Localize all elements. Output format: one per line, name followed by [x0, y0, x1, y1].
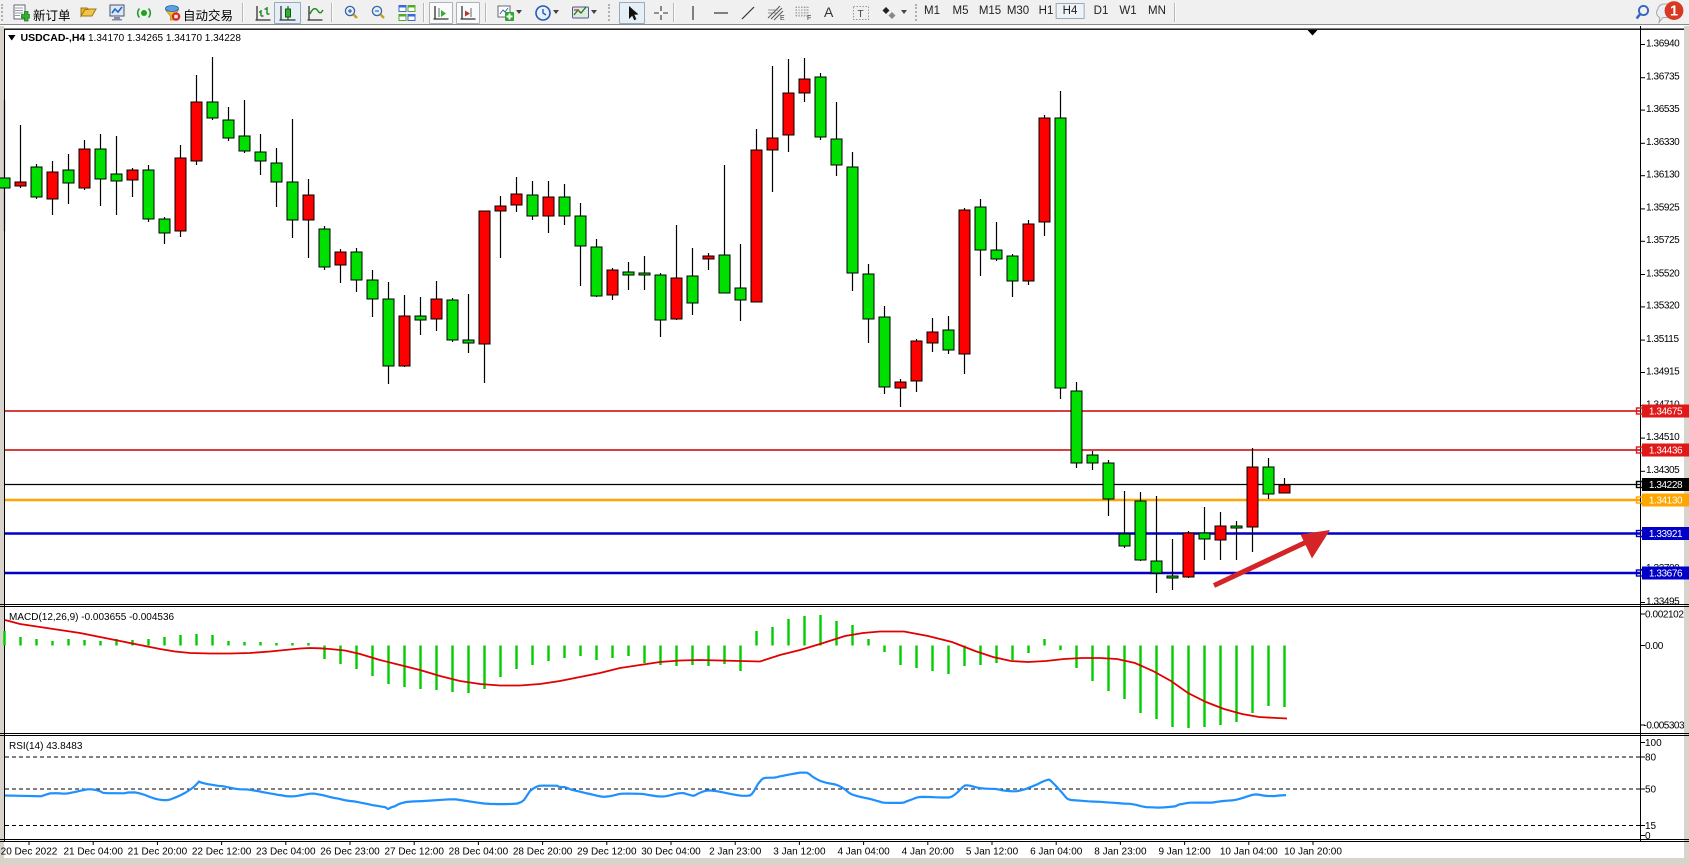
svg-text:30 Dec 04:00: 30 Dec 04:00	[641, 847, 701, 858]
svg-text:80: 80	[1645, 753, 1657, 764]
svg-text:T: T	[858, 9, 864, 20]
svg-text:E: E	[780, 15, 785, 22]
svg-text:21 Dec 20:00: 21 Dec 20:00	[128, 847, 188, 858]
svg-text:1.36735: 1.36735	[1646, 72, 1680, 83]
svg-text:1.35725: 1.35725	[1646, 235, 1680, 246]
svg-text:1.34228: 1.34228	[1649, 480, 1683, 491]
svg-text:8 Jan 23:00: 8 Jan 23:00	[1094, 847, 1147, 858]
svg-text:1.36330: 1.36330	[1646, 137, 1680, 148]
svg-text:20 Dec 2022: 20 Dec 2022	[1, 847, 58, 858]
svg-text:1.35925: 1.35925	[1646, 203, 1680, 214]
svg-text:28 Dec 20:00: 28 Dec 20:00	[513, 847, 573, 858]
svg-text:27 Dec 12:00: 27 Dec 12:00	[384, 847, 444, 858]
svg-text:1.36535: 1.36535	[1646, 104, 1680, 115]
svg-text:1.34675: 1.34675	[1649, 407, 1683, 418]
svg-text:0.00: 0.00	[1645, 641, 1664, 652]
svg-text:23 Dec 04:00: 23 Dec 04:00	[256, 847, 316, 858]
svg-text:28 Dec 04:00: 28 Dec 04:00	[449, 847, 509, 858]
svg-text:1.34170 1.34265 1.34170 1.3422: 1.34170 1.34265 1.34170 1.34228	[88, 33, 241, 44]
svg-text:50: 50	[1645, 785, 1657, 796]
svg-text:9 Jan 12:00: 9 Jan 12:00	[1158, 847, 1211, 858]
svg-text:1.34915: 1.34915	[1646, 366, 1680, 377]
svg-text:1.33495: 1.33495	[1646, 596, 1680, 607]
svg-text:1.36130: 1.36130	[1646, 170, 1680, 181]
svg-text:0: 0	[1645, 831, 1651, 842]
svg-text:21 Dec 04:00: 21 Dec 04:00	[63, 847, 123, 858]
svg-text:3 Jan 12:00: 3 Jan 12:00	[773, 847, 826, 858]
svg-text:5 Jan 12:00: 5 Jan 12:00	[966, 847, 1019, 858]
svg-text:1.36940: 1.36940	[1646, 38, 1680, 49]
svg-text:1.34130: 1.34130	[1649, 496, 1683, 507]
svg-text:10 Jan 20:00: 10 Jan 20:00	[1284, 847, 1342, 858]
svg-text:1.33921: 1.33921	[1649, 529, 1683, 540]
svg-text:1.35115: 1.35115	[1646, 334, 1679, 345]
svg-text:1.35320: 1.35320	[1646, 301, 1680, 312]
svg-text:1.34305: 1.34305	[1646, 465, 1680, 476]
svg-text:100: 100	[1645, 738, 1662, 749]
svg-text:10 Jan 04:00: 10 Jan 04:00	[1220, 847, 1278, 858]
svg-text:2 Jan 23:00: 2 Jan 23:00	[709, 847, 762, 858]
svg-text:1.35520: 1.35520	[1646, 268, 1680, 279]
svg-text:4 Jan 04:00: 4 Jan 04:00	[837, 847, 890, 858]
svg-text:29 Dec 12:00: 29 Dec 12:00	[577, 847, 637, 858]
svg-text:USDCAD-,H4: USDCAD-,H4	[21, 32, 86, 44]
svg-text:0.002102: 0.002102	[1645, 610, 1684, 621]
svg-text:6 Jan 04:00: 6 Jan 04:00	[1030, 847, 1083, 858]
svg-text:RSI(14) 43.8483: RSI(14) 43.8483	[9, 741, 83, 752]
svg-text:F: F	[807, 15, 811, 22]
svg-text:1.34510: 1.34510	[1646, 432, 1680, 443]
svg-text:26 Dec 23:00: 26 Dec 23:00	[320, 847, 380, 858]
svg-text:1: 1	[1670, 4, 1678, 20]
svg-text:1.33676: 1.33676	[1649, 569, 1683, 580]
svg-text:4 Jan 20:00: 4 Jan 20:00	[902, 847, 955, 858]
svg-text:MACD(12,26,9) -0.003655 -0.004: MACD(12,26,9) -0.003655 -0.004536	[9, 612, 175, 623]
svg-text:1.34436: 1.34436	[1649, 446, 1683, 457]
svg-text:15: 15	[1645, 821, 1657, 832]
svg-text:22 Dec 12:00: 22 Dec 12:00	[192, 847, 252, 858]
svg-text:-0.005303: -0.005303	[1644, 721, 1685, 732]
